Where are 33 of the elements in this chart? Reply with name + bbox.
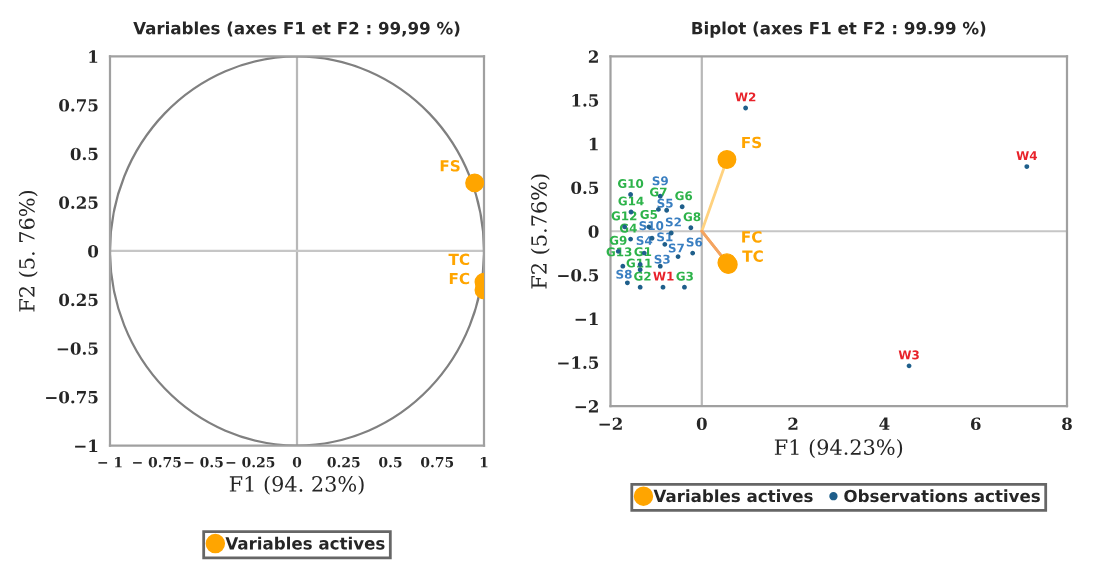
x-tick-label: 6	[970, 417, 981, 431]
y-tick-label: 0.25	[59, 196, 98, 209]
chart-title: Biplot (axes F1 et F2 : 99.99 %)	[692, 21, 986, 38]
y-tick-label: −2	[575, 400, 598, 413]
x-axis-title: F1 (94. 23%)	[229, 475, 364, 495]
y-tick-label: −1	[575, 312, 598, 325]
y-tick-label: 0	[588, 225, 599, 238]
x-tick-label: 4	[879, 417, 890, 430]
y-tick-label: 1	[589, 137, 598, 151]
y-tick-label: 0.25	[59, 293, 98, 307]
y-tick-label: 0.5	[70, 147, 98, 161]
y-tick-label: −1.5	[558, 356, 599, 369]
x-tick-label: 0	[696, 417, 707, 431]
y-tick-label: 1.5	[572, 94, 599, 107]
y-tick-label: −0.5	[558, 268, 599, 282]
y-tick-label: −1	[75, 439, 98, 452]
y-tick-label: −0.75	[46, 390, 98, 404]
y-axis-title: F2 (5. 76%)	[18, 190, 38, 312]
legend-label: Observations actives	[844, 489, 1040, 503]
chart-title: Variables (axes F1 et F2 : 99,99 %)	[133, 21, 460, 37]
x-tick-label: 2	[788, 417, 798, 430]
y-tick-label: 0.5	[571, 181, 599, 195]
legend-label: Variables actives	[225, 536, 385, 550]
y-tick-label: 1	[89, 50, 98, 63]
x-tick-label: 8	[1062, 417, 1072, 431]
legend-label: Variables actives	[653, 489, 813, 503]
y-tick-label: 2	[588, 50, 598, 63]
y-axis-title: F2 (5.76%)	[530, 174, 550, 289]
y-tick-label: 0.75	[59, 99, 98, 112]
y-tick-label: −0.5	[57, 342, 98, 355]
x-tick-label: −2	[599, 417, 622, 430]
y-tick-label: 0	[88, 244, 99, 258]
x-axis-title: F1 (94.23%)	[774, 438, 903, 458]
